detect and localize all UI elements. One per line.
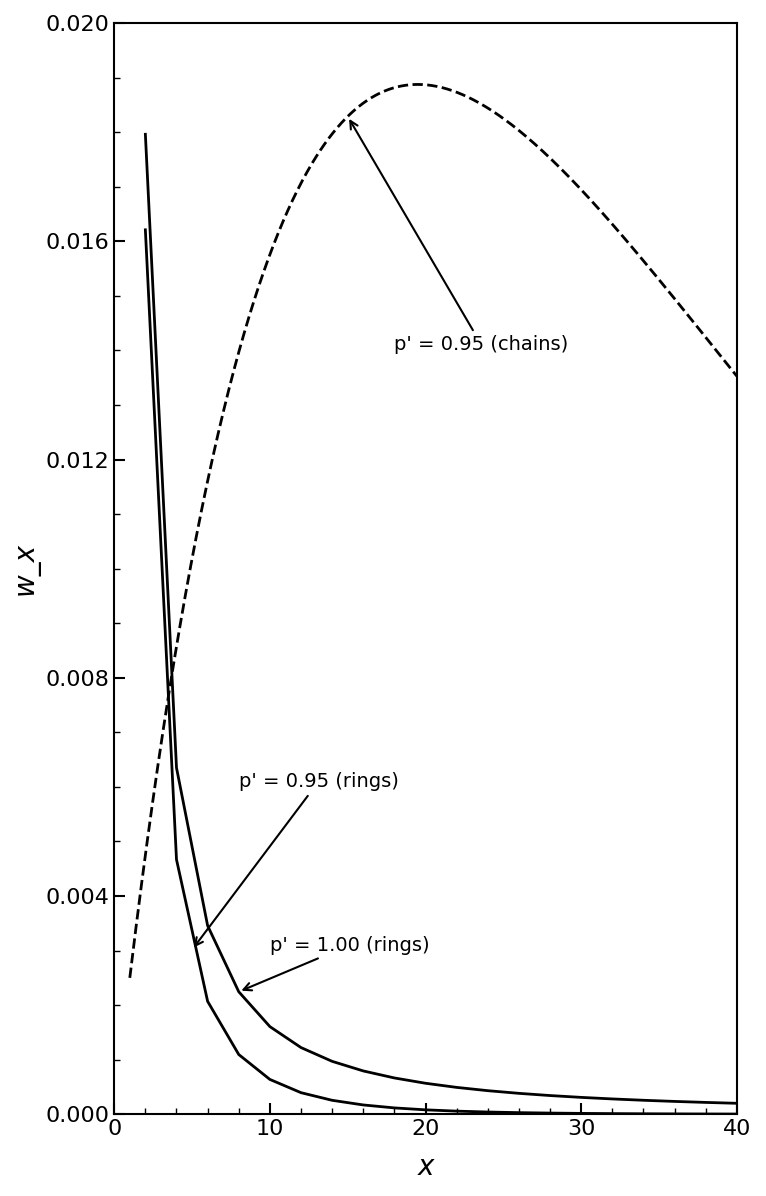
Text: p' = 1.00 (rings): p' = 1.00 (rings) — [244, 935, 430, 990]
Y-axis label: w_x: w_x — [11, 542, 40, 596]
X-axis label: x: x — [417, 1153, 434, 1180]
Text: p' = 0.95 (chains): p' = 0.95 (chains) — [350, 121, 568, 354]
Text: p' = 0.95 (rings): p' = 0.95 (rings) — [195, 771, 398, 946]
